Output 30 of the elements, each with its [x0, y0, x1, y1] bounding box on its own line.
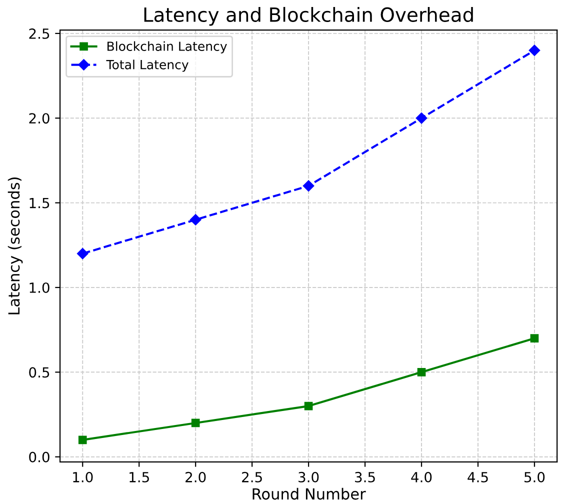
point [530, 334, 539, 342]
y-tick-label: 1.5 [30, 198, 50, 208]
point [78, 436, 87, 444]
x-tick-label: 1.5 [130, 472, 149, 482]
y-tick-label: 0.5 [29, 367, 50, 378]
x-tick-label: 3.5 [355, 472, 375, 482]
y-axis-title: Latency (seconds) [8, 178, 23, 314]
point [304, 402, 313, 410]
point [190, 214, 202, 226]
point [417, 368, 426, 376]
x-tick-label: 5.0 [524, 472, 545, 482]
legend-label: Total Latency [106, 60, 188, 72]
x-tick-label: 2.0 [186, 472, 206, 482]
chart-title: Latency and Blockchain Overhead [144, 6, 473, 26]
x-tick-label: 4.5 [468, 472, 488, 482]
point [528, 44, 540, 56]
x-axis-title: Round Number [252, 488, 366, 500]
legend-label: Blockchain Latency [108, 41, 227, 54]
point [77, 248, 88, 260]
x-tick-label: 4.0 [411, 472, 432, 482]
y-tick-label: 2.0 [29, 113, 50, 124]
point [302, 180, 314, 192]
y-tick-label: 0.0 [29, 452, 50, 462]
point [191, 418, 200, 428]
point [416, 112, 428, 124]
x-tick-label: 2.5 [242, 472, 262, 482]
y-tick-label: 2.5 [29, 28, 50, 39]
x-tick-label: 1.0 [73, 472, 93, 482]
x-tick-label: 3.0 [298, 472, 319, 482]
y-tick-label: 1.0 [30, 282, 50, 293]
